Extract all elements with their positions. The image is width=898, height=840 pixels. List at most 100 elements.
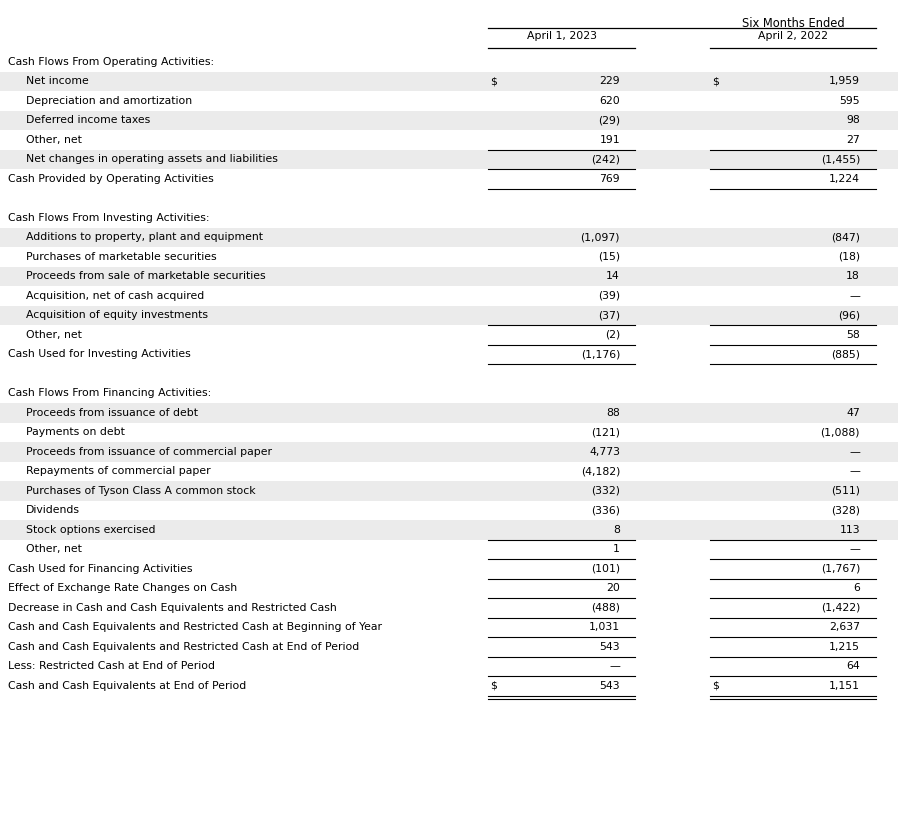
Text: (4,182): (4,182) [581,466,620,476]
Text: (1,097): (1,097) [580,232,620,242]
Text: (336): (336) [591,505,620,515]
Text: 1,959: 1,959 [829,76,860,87]
Bar [0,266,898,286]
Bar [0,442,898,461]
Text: 595: 595 [840,96,860,106]
Bar [0,306,898,325]
Text: Other, net: Other, net [26,544,82,554]
Text: 47: 47 [846,407,860,417]
Text: $: $ [490,76,497,87]
Text: 1: 1 [613,544,620,554]
Text: 20: 20 [606,583,620,593]
Text: 8: 8 [613,525,620,535]
Text: 113: 113 [840,525,860,535]
Text: (18): (18) [838,252,860,262]
Text: Cash Flows From Financing Activities:: Cash Flows From Financing Activities: [8,388,211,398]
Text: (15): (15) [598,252,620,262]
Bar [0,228,898,247]
Text: Decrease in Cash and Cash Equivalents and Restricted Cash: Decrease in Cash and Cash Equivalents an… [8,603,337,612]
Text: (1,455): (1,455) [821,155,860,165]
Text: (328): (328) [831,505,860,515]
Text: (39): (39) [598,291,620,301]
Text: —: — [850,291,860,301]
Text: Net changes in operating assets and liabilities: Net changes in operating assets and liab… [26,155,277,165]
Text: 6: 6 [853,583,860,593]
Text: Six Months Ended: Six Months Ended [742,17,844,30]
Text: (885): (885) [831,349,860,360]
Text: Cash Provided by Operating Activities: Cash Provided by Operating Activities [8,174,214,184]
Text: Cash Used for Investing Activities: Cash Used for Investing Activities [8,349,190,360]
Bar [0,481,898,501]
Text: Net income: Net income [26,76,89,87]
Text: —: — [850,544,860,554]
Text: 1,031: 1,031 [589,622,620,633]
Text: 191: 191 [599,134,620,144]
Text: (2): (2) [604,330,620,339]
Bar [0,71,898,91]
Text: Other, net: Other, net [26,134,82,144]
Text: Cash and Cash Equivalents and Restricted Cash at Beginning of Year: Cash and Cash Equivalents and Restricted… [8,622,382,633]
Text: Proceeds from sale of marketable securities: Proceeds from sale of marketable securit… [26,271,266,281]
Text: (1,767): (1,767) [821,564,860,574]
Text: —: — [850,466,860,476]
Text: —: — [850,447,860,457]
Text: 543: 543 [599,642,620,652]
Text: (101): (101) [591,564,620,574]
Bar [0,150,898,169]
Text: Dividends: Dividends [26,505,80,515]
Text: (96): (96) [838,310,860,320]
Text: (242): (242) [591,155,620,165]
Text: 543: 543 [599,680,620,690]
Text: Proceeds from issuance of debt: Proceeds from issuance of debt [26,407,198,417]
Bar [0,111,898,130]
Text: (1,422): (1,422) [821,603,860,612]
Text: 1,224: 1,224 [829,174,860,184]
Text: 18: 18 [846,271,860,281]
Text: 88: 88 [606,407,620,417]
Text: Cash and Cash Equivalents at End of Period: Cash and Cash Equivalents at End of Peri… [8,680,246,690]
Text: 1,215: 1,215 [829,642,860,652]
Text: 2,637: 2,637 [829,622,860,633]
Text: Less: Restricted Cash at End of Period: Less: Restricted Cash at End of Period [8,661,215,671]
Text: (121): (121) [591,428,620,438]
Text: Payments on debt: Payments on debt [26,428,125,438]
Text: 4,773: 4,773 [589,447,620,457]
Text: 769: 769 [599,174,620,184]
Text: Depreciation and amortization: Depreciation and amortization [26,96,192,106]
Text: Repayments of commercial paper: Repayments of commercial paper [26,466,211,476]
Text: Cash and Cash Equivalents and Restricted Cash at End of Period: Cash and Cash Equivalents and Restricted… [8,642,359,652]
Text: Cash Flows From Investing Activities:: Cash Flows From Investing Activities: [8,213,209,223]
Text: Acquisition of equity investments: Acquisition of equity investments [26,310,208,320]
Text: (29): (29) [598,115,620,125]
Text: $: $ [712,76,719,87]
Text: 14: 14 [606,271,620,281]
Text: April 2, 2022: April 2, 2022 [758,31,828,41]
Text: 98: 98 [846,115,860,125]
Text: Stock options exercised: Stock options exercised [26,525,155,535]
Text: Acquisition, net of cash acquired: Acquisition, net of cash acquired [26,291,204,301]
Text: Cash Flows From Operating Activities:: Cash Flows From Operating Activities: [8,57,214,66]
Text: Additions to property, plant and equipment: Additions to property, plant and equipme… [26,232,263,242]
Text: (511): (511) [831,486,860,496]
Text: Proceeds from issuance of commercial paper: Proceeds from issuance of commercial pap… [26,447,272,457]
Text: Deferred income taxes: Deferred income taxes [26,115,150,125]
Text: (847): (847) [831,232,860,242]
Text: —: — [609,661,620,671]
Text: Purchases of Tyson Class A common stock: Purchases of Tyson Class A common stock [26,486,256,496]
Text: Purchases of marketable securities: Purchases of marketable securities [26,252,216,262]
Text: 1,151: 1,151 [829,680,860,690]
Bar [0,403,898,423]
Text: 229: 229 [599,76,620,87]
Text: Cash Used for Financing Activities: Cash Used for Financing Activities [8,564,192,574]
Text: $: $ [712,680,719,690]
Text: 27: 27 [846,134,860,144]
Text: (37): (37) [598,310,620,320]
Text: (1,176): (1,176) [581,349,620,360]
Text: (488): (488) [591,603,620,612]
Text: Other, net: Other, net [26,330,82,339]
Text: Effect of Exchange Rate Changes on Cash: Effect of Exchange Rate Changes on Cash [8,583,237,593]
Text: 58: 58 [846,330,860,339]
Text: 64: 64 [846,661,860,671]
Text: April 1, 2023: April 1, 2023 [527,31,597,41]
Text: $: $ [490,680,497,690]
